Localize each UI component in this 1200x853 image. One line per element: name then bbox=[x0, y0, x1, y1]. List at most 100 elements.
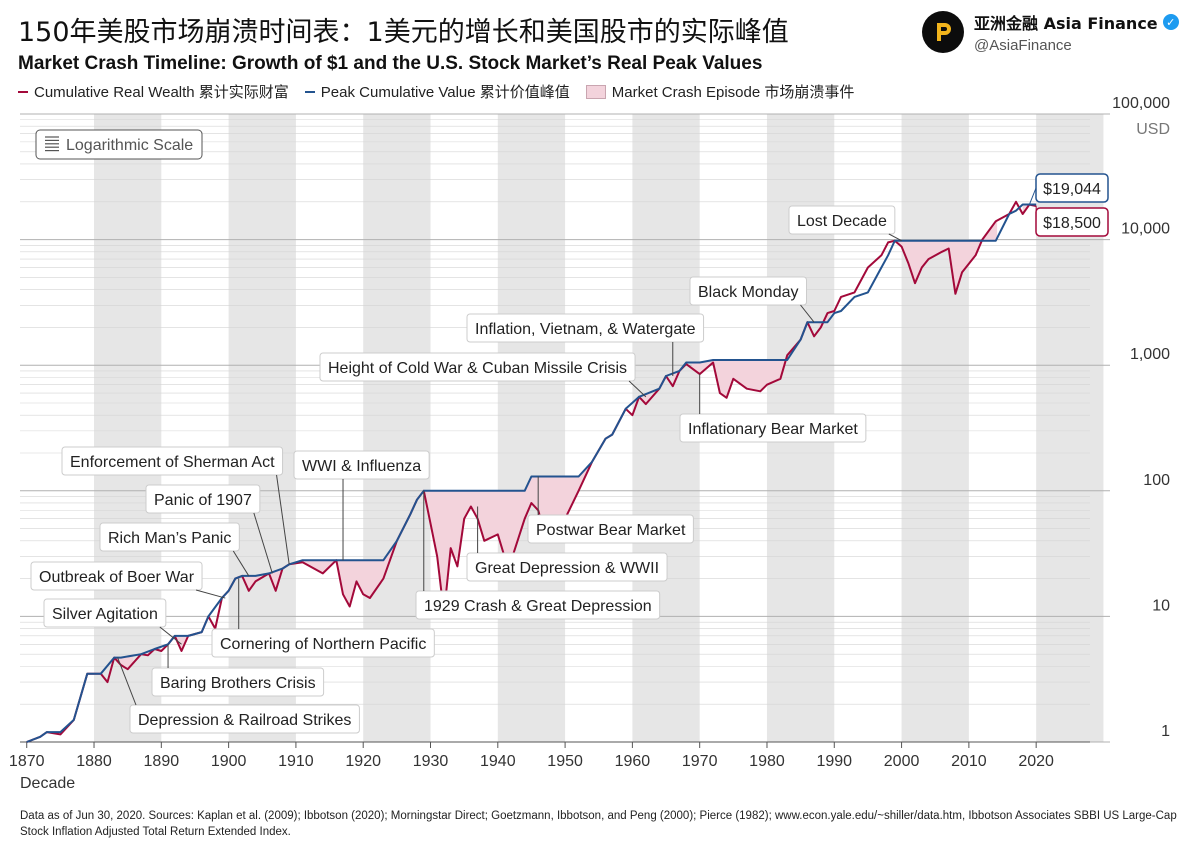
legend-item-wealth: Cumulative Real Wealth 累计实际财富 bbox=[18, 81, 289, 102]
crash-annotations: Depression & Railroad Strikes Baring Brot… bbox=[30, 205, 902, 734]
y-tick-label: 1,000 bbox=[1130, 346, 1170, 363]
source-footnote: Data as of Jun 30, 2020. Sources: Kaplan… bbox=[20, 810, 1177, 838]
legend-label-peak: Peak Cumulative Value 累计价值峰值 bbox=[320, 84, 570, 101]
crash-annotation-box bbox=[99, 522, 240, 552]
crash-episode-area bbox=[898, 220, 998, 292]
crash-annotation-box bbox=[788, 205, 896, 235]
crash-annotation-box bbox=[43, 598, 167, 628]
x-tick-label: 1950 bbox=[547, 753, 583, 770]
brand-handle[interactable]: @AsiaFinance bbox=[974, 37, 1072, 54]
y-axis-unit-label: USD bbox=[1136, 121, 1170, 138]
crash-annotation-text: Panic of 1907 bbox=[154, 492, 252, 509]
x-tick-label: 1960 bbox=[615, 753, 651, 770]
crash-annotation-callout: Enforcement of Sherman Act bbox=[61, 446, 290, 565]
crash-annotation-box bbox=[129, 704, 360, 734]
x-axis-title: Decade bbox=[20, 775, 75, 792]
crash-annotation-callout: Height of Cold War & Cuban Missile Crisi… bbox=[319, 352, 647, 398]
y-tick-label: 1 bbox=[1161, 723, 1170, 740]
crash-annotation-leader bbox=[888, 233, 902, 242]
legend-label-wealth: Cumulative Real Wealth 累计实际财富 bbox=[34, 84, 289, 101]
decade-band bbox=[901, 114, 969, 742]
x-tick-label: 1970 bbox=[682, 753, 718, 770]
crash-annotation-callout: Baring Brothers Crisis bbox=[151, 644, 325, 697]
peak-series-line bbox=[26, 203, 1037, 743]
crash-annotation-box bbox=[689, 276, 807, 306]
crash-annotation-box bbox=[415, 590, 661, 620]
crash-annotation-leader bbox=[800, 304, 815, 323]
crash-episode-area bbox=[1022, 204, 1037, 214]
crash-annotation-callout: Panic of 1907 bbox=[145, 484, 273, 574]
gridlines: 1 10 100 1,000 10,000 100,000 bbox=[20, 95, 1170, 743]
crash-annotation-text: 1929 Crash & Great Depression bbox=[424, 598, 652, 615]
x-tick-label: 1990 bbox=[816, 753, 852, 770]
end-value-leader bbox=[1028, 187, 1037, 205]
badge-box bbox=[35, 129, 203, 160]
crash-annotation-text: Cornering of Northern Pacific bbox=[220, 636, 426, 653]
chart-title-chinese: 150年美股市场崩溃时间表：1美元的增长和美国股市的实际峰值 bbox=[18, 17, 789, 48]
crash-annotation-callout: Black Monday bbox=[689, 276, 815, 323]
x-tick-label: 1930 bbox=[413, 753, 449, 770]
crash-annotation-box bbox=[145, 484, 261, 514]
crash-annotation-text: Enforcement of Sherman Act bbox=[70, 454, 275, 471]
badge-text: Logarithmic Scale bbox=[66, 137, 193, 154]
crash-annotation-text: Inflation, Vietnam, & Watergate bbox=[475, 321, 696, 338]
list-lines-icon bbox=[45, 136, 59, 152]
chart-legend: Cumulative Real Wealth 累计实际财富 Peak Cumul… bbox=[18, 81, 870, 102]
crash-annotation-text: Baring Brothers Crisis bbox=[160, 675, 316, 692]
crash-annotation-callout: Inflation, Vietnam, & Watergate bbox=[466, 313, 705, 377]
y-tick-label: 10 bbox=[1152, 597, 1170, 614]
crash-annotation-callout: Silver Agitation bbox=[43, 598, 182, 645]
crash-annotation-text: Outbreak of Boer War bbox=[39, 569, 195, 586]
crash-annotation-text: Inflationary Bear Market bbox=[688, 421, 858, 438]
legend-swatch-peak bbox=[304, 90, 315, 93]
crash-annotation-leader bbox=[628, 380, 647, 398]
crash-annotation-box bbox=[293, 450, 430, 480]
crash-annotation-text: WWI & Influenza bbox=[302, 458, 421, 475]
crash-episode-area bbox=[423, 452, 598, 599]
crash-annotation-box bbox=[679, 413, 867, 443]
crash-annotation-box bbox=[61, 446, 284, 476]
crash-annotation-callout: Cornering of Northern Pacific bbox=[211, 578, 435, 658]
crash-annotation-callout: WWI & Influenza bbox=[293, 450, 430, 561]
crash-annotation-box bbox=[466, 552, 668, 582]
crash-annotation-text: Depression & Railroad Strikes bbox=[138, 712, 351, 729]
x-tick-label: 1910 bbox=[278, 753, 314, 770]
legend-swatch-crash bbox=[585, 84, 606, 99]
y-tick-label: 100,000 bbox=[1112, 95, 1170, 112]
crash-annotation-text: Great Depression & WWII bbox=[475, 560, 659, 577]
crash-annotation-box bbox=[30, 561, 203, 591]
crash-annotation-text: Black Monday bbox=[698, 284, 799, 301]
x-tick-label: 1940 bbox=[480, 753, 516, 770]
x-tick-label: 1890 bbox=[144, 753, 180, 770]
crash-annotation-box bbox=[466, 313, 705, 343]
x-tick-label: 1880 bbox=[76, 753, 112, 770]
crash-episode-area bbox=[291, 535, 400, 604]
crash-annotation-callout: Postwar Bear Market bbox=[527, 476, 694, 544]
stylized-p-logo-icon bbox=[922, 11, 964, 53]
x-tick-label: 1980 bbox=[749, 753, 785, 770]
x-tick-label: 2000 bbox=[884, 753, 920, 770]
x-tick-label: 2010 bbox=[951, 753, 987, 770]
crash-annotation-text: Lost Decade bbox=[797, 213, 887, 230]
crash-annotation-callout: Inflationary Bear Market bbox=[679, 374, 867, 443]
legend-item-peak: Peak Cumulative Value 累计价值峰值 bbox=[304, 81, 570, 102]
crash-annotation-text: Rich Man’s Panic bbox=[108, 530, 231, 547]
crash-annotation-box bbox=[319, 352, 636, 382]
crash-annotation-leader bbox=[195, 589, 226, 599]
crash-annotation-callout: 1929 Crash & Great Depression bbox=[415, 490, 661, 620]
crash-annotation-callout: Depression & Railroad Strikes bbox=[117, 657, 360, 734]
brand-name: 亚洲金融 Asia Finance bbox=[974, 14, 1158, 33]
logarithmic-scale-badge: Logarithmic Scale bbox=[35, 129, 203, 160]
end-value-label: $19,044 bbox=[1028, 173, 1109, 205]
y-tick-label: 100 bbox=[1143, 472, 1170, 489]
x-tick-label: 2020 bbox=[1018, 753, 1054, 770]
brand-header[interactable]: 亚洲金融 Asia Finance ✓ @AsiaFinance bbox=[922, 10, 1179, 54]
crash-annotation-box bbox=[151, 667, 325, 697]
end-value-text: $18,500 bbox=[1043, 215, 1101, 232]
x-axis-ticks: 1870 1880 1890 1900 1910 1920 1930 1940 1950 1960… bbox=[9, 742, 1054, 770]
chart-title-english: Market Crash Timeline: Growth of $1 and … bbox=[18, 53, 763, 74]
crash-annotation-callout: Outbreak of Boer War bbox=[30, 561, 226, 599]
crash-annotation-leader bbox=[159, 626, 182, 645]
y-tick-label: 10,000 bbox=[1121, 221, 1170, 238]
